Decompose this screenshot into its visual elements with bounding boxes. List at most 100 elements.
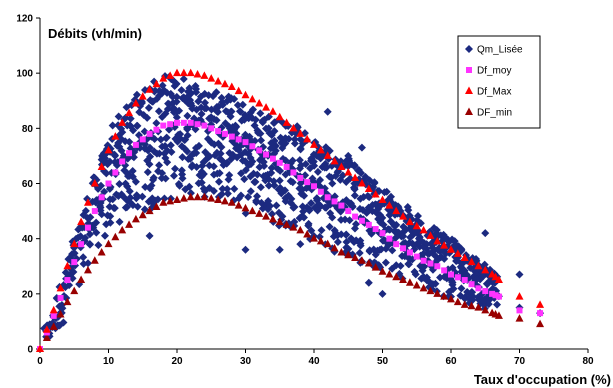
qm-lisee-point	[125, 137, 134, 146]
df-min-point	[474, 303, 483, 311]
qm-lisee-point	[171, 164, 180, 173]
df-moy-point	[448, 271, 454, 278]
df-max-point	[453, 249, 462, 257]
df-moy-point	[393, 241, 400, 248]
df-moy-point	[187, 119, 194, 126]
df-min-point	[138, 210, 147, 219]
df-min-point	[241, 203, 250, 212]
df-max-point	[220, 79, 229, 88]
qm-lisee-point	[131, 177, 140, 186]
qm-lisee-point	[267, 168, 276, 177]
qm-lisee-point	[106, 212, 115, 221]
qm-lisee-point	[128, 167, 137, 176]
df-max-point	[159, 74, 168, 82]
qm-lisee-point	[270, 127, 279, 136]
df-max-point	[481, 265, 490, 274]
qm-lisee-point	[92, 228, 101, 237]
df-moy-point	[413, 253, 420, 260]
df-max-point	[262, 103, 271, 111]
qm-lisee-point	[241, 209, 250, 218]
df-moy-point	[84, 224, 91, 231]
df-max-point	[405, 217, 414, 226]
qm-lisee-point	[404, 206, 413, 215]
df-min-point	[296, 225, 305, 234]
qm-lisee-point	[256, 129, 265, 138]
qm-lisee-point	[109, 203, 118, 212]
qm-lisee-point	[236, 191, 245, 200]
qm-lisee-point	[261, 176, 270, 185]
qm-lisee-point	[252, 198, 261, 207]
qm-lisee-point	[194, 141, 203, 150]
qm-lisee-point	[172, 113, 181, 122]
qm-lisee-point	[246, 160, 255, 169]
qm-lisee-point	[101, 154, 110, 163]
qm-lisee-point	[328, 179, 337, 188]
df-min-point	[481, 305, 490, 314]
qm-lisee-point	[165, 125, 174, 134]
df-moy-point	[468, 281, 475, 288]
qm-lisee-point	[392, 220, 401, 229]
df-min-point	[159, 198, 168, 206]
qm-lisee-point	[330, 192, 339, 201]
df-max-point	[227, 82, 236, 90]
qm-lisee-point	[448, 285, 457, 294]
df-min-point	[515, 314, 524, 322]
df-min-point	[371, 263, 380, 271]
df-max-point	[289, 123, 298, 132]
qm-lisee-point	[244, 192, 253, 201]
qm-lisee-point	[290, 135, 299, 144]
qm-lisee-point	[309, 157, 318, 166]
qm-lisee-point	[230, 184, 239, 193]
qm-lisee-point	[304, 219, 313, 228]
df-moy-point	[434, 263, 441, 270]
qm-lisee-point	[209, 186, 218, 195]
qm-lisee-point	[176, 130, 185, 139]
df-max-point	[207, 74, 216, 82]
qm-lisee-point	[145, 160, 154, 169]
df-min-point	[166, 196, 175, 205]
df-moy-point	[201, 122, 208, 129]
qm-lisee-point	[114, 112, 123, 121]
df-moy-point	[180, 119, 187, 126]
qm-lisee-point	[420, 262, 429, 271]
qm-lisee-point	[65, 281, 74, 290]
df-max-point	[323, 151, 332, 159]
qm-lisee-point	[301, 160, 310, 169]
df-moy-point	[492, 292, 499, 299]
qm-lisee-point	[197, 178, 206, 187]
df-moy-point	[317, 188, 324, 195]
df-max-point	[131, 99, 140, 107]
qm-lisee-point	[183, 125, 192, 134]
df-moy-point	[495, 293, 502, 300]
df-min-point	[49, 322, 58, 330]
qm-lisee-point	[133, 202, 142, 211]
df-moy-point	[249, 143, 256, 150]
df-min-point	[255, 209, 264, 217]
qm-lisee-point	[140, 144, 149, 153]
df-moy-point	[98, 194, 105, 201]
df-min-point	[193, 192, 202, 201]
df-min-point	[248, 206, 257, 215]
qm-lisee-point	[133, 121, 142, 130]
qm-lisee-point	[287, 194, 296, 203]
qm-lisee-point	[117, 124, 126, 133]
df-moy-point	[132, 141, 139, 148]
qm-lisee-point	[143, 168, 152, 177]
qm-lisee-point	[177, 86, 186, 95]
df-max-point	[371, 190, 380, 198]
df-max-point	[474, 261, 483, 270]
qm-lisee-point	[386, 192, 395, 201]
qm-lisee-point	[377, 245, 386, 254]
df-max-point	[36, 344, 44, 352]
qm-lisee-point	[316, 176, 325, 185]
qm-lisee-point	[122, 203, 131, 212]
qm-lisee-point	[210, 115, 219, 124]
qm-lisee-point	[270, 181, 279, 190]
qm-lisee-point	[422, 240, 431, 249]
y-tick-label: 0	[27, 345, 33, 356]
df-min-point	[42, 333, 51, 341]
qm-lisee-point	[290, 139, 299, 148]
qm-lisee-point	[197, 110, 206, 119]
axes: 0 10 20 30 40 50 60 70 80 0 20 40 60 80 100 120	[16, 14, 594, 368]
qm-lisee-point	[325, 172, 334, 181]
